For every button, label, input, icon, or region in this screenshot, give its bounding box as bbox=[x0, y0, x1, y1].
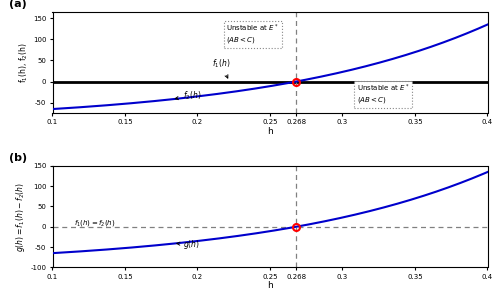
Text: $g(h)$: $g(h)$ bbox=[177, 238, 200, 251]
Y-axis label: f$_1$(h), f$_2$(h): f$_1$(h), f$_2$(h) bbox=[18, 42, 30, 83]
X-axis label: h: h bbox=[267, 281, 273, 290]
Text: $f_2(h)$: $f_2(h)$ bbox=[175, 89, 202, 102]
Text: $f_1(h)$: $f_1(h)$ bbox=[212, 58, 231, 78]
Text: $f_1(h) = f_2(h)$: $f_1(h) = f_2(h)$ bbox=[74, 218, 116, 228]
Text: Unstable at $E^*$
$(AB < C)$: Unstable at $E^*$ $(AB < C)$ bbox=[357, 83, 410, 105]
Text: Unstable at $E^*$
$(AB < C)$: Unstable at $E^*$ $(AB < C)$ bbox=[226, 22, 279, 45]
Text: (a): (a) bbox=[9, 0, 27, 9]
X-axis label: h: h bbox=[267, 127, 273, 136]
Y-axis label: $g(h) = f_1(h) - f_2(h)$: $g(h) = f_1(h) - f_2(h)$ bbox=[14, 182, 28, 252]
Text: (b): (b) bbox=[9, 153, 27, 163]
